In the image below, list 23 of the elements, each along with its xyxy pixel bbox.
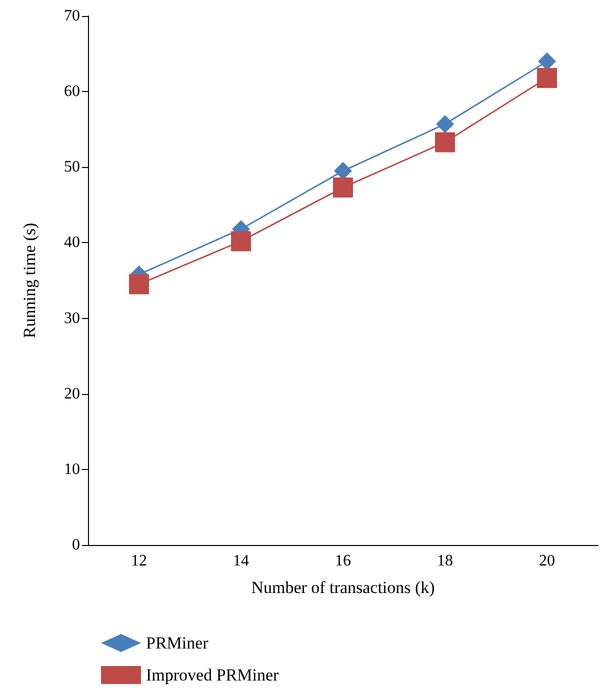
x-tick-label: 20 [539,552,555,570]
y-tick-label: 70 [64,8,80,24]
x-tick-label: 12 [131,552,147,570]
y-tick-label: 60 [64,83,80,100]
y-tick-label: 20 [64,385,80,402]
y-axis-title: Running time (s) [20,222,39,338]
y-tick-label: 10 [64,460,80,478]
x-tick-label: 14 [233,552,249,570]
point [435,132,455,152]
point [129,274,149,294]
legend-label: PRMiner [146,634,209,652]
x-axis-title: Number of transactions (k) [251,578,435,597]
point [231,231,251,252]
y-tick-label: 50 [64,158,80,176]
point [333,178,353,198]
y-tick-label: 30 [64,310,80,327]
x-tick-label: 18 [437,552,453,570]
point [436,115,454,134]
x-tick-label: 16 [335,552,351,570]
point [537,68,557,88]
y-tick-label: 0 [72,536,80,554]
legend-label: Improved PRMiner [146,666,280,684]
y-tick-label: 40 [64,234,80,252]
